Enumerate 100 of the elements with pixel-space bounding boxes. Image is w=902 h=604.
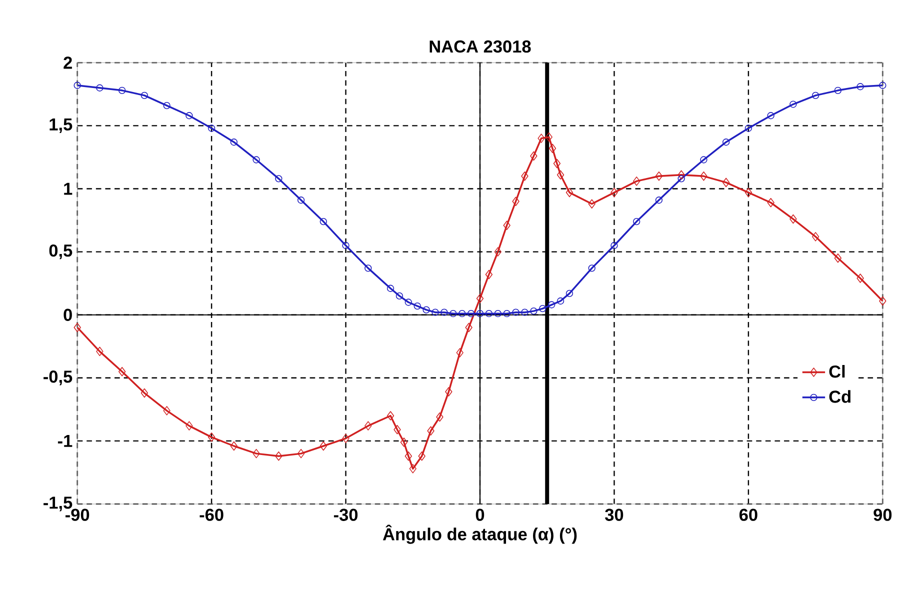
point <box>767 198 774 208</box>
point <box>118 366 126 376</box>
point <box>539 304 546 312</box>
point <box>427 426 434 436</box>
point <box>610 242 618 250</box>
point <box>465 322 472 332</box>
point <box>186 421 193 430</box>
y-tick-label: 1 <box>64 182 72 195</box>
x-axis-title: Ângulo de ataque (α) (°) <box>382 524 577 544</box>
point <box>458 310 466 318</box>
point <box>450 310 457 318</box>
x-tick-label: -60 <box>200 508 224 521</box>
point <box>476 310 484 318</box>
point <box>252 448 260 458</box>
point <box>364 421 372 430</box>
point <box>386 284 394 292</box>
point <box>530 307 538 315</box>
point <box>342 434 350 444</box>
point <box>96 346 104 356</box>
point <box>767 112 774 120</box>
point <box>140 388 148 398</box>
y-tick-label: 2 <box>64 56 72 69</box>
point <box>394 424 401 434</box>
point <box>494 247 502 256</box>
point <box>790 100 797 108</box>
point <box>364 264 372 272</box>
point <box>297 448 305 458</box>
point <box>678 170 685 180</box>
point <box>655 196 663 204</box>
point <box>485 310 493 318</box>
point <box>790 214 797 224</box>
point <box>512 308 520 316</box>
point <box>879 82 886 89</box>
point <box>494 310 502 318</box>
legend-label: Cd <box>829 390 850 403</box>
y-tick-label: 1,5 <box>50 118 72 133</box>
point <box>538 134 545 143</box>
point <box>404 451 412 461</box>
y-tick-label: -1 <box>58 435 72 447</box>
point <box>96 84 104 92</box>
point <box>422 306 430 314</box>
point <box>186 112 193 120</box>
point <box>163 102 170 110</box>
point <box>432 308 439 316</box>
point <box>521 172 528 181</box>
point <box>275 451 282 461</box>
point <box>556 297 564 305</box>
point <box>297 196 305 204</box>
x-tick-label: -30 <box>334 508 358 521</box>
point <box>530 151 538 161</box>
x-tick-label: 60 <box>739 508 758 521</box>
point <box>320 218 327 226</box>
point <box>566 290 574 298</box>
point <box>74 322 81 332</box>
point <box>678 175 685 182</box>
point <box>722 178 730 188</box>
point <box>74 82 81 89</box>
point <box>396 292 404 300</box>
point <box>404 298 412 306</box>
point <box>230 138 238 146</box>
point <box>445 387 452 396</box>
point <box>556 170 564 180</box>
point <box>163 406 170 416</box>
point <box>275 175 282 182</box>
point <box>418 451 426 461</box>
x-tick-label: 0 <box>476 508 484 521</box>
point <box>834 86 842 94</box>
point <box>879 296 886 306</box>
point <box>512 196 520 206</box>
point <box>700 172 708 181</box>
x-tick-label: 90 <box>874 508 892 521</box>
point <box>744 188 752 198</box>
point <box>342 242 350 250</box>
point <box>208 124 216 132</box>
point <box>566 188 574 198</box>
point <box>503 220 510 230</box>
point <box>553 158 561 168</box>
point <box>812 92 820 100</box>
point <box>521 308 528 316</box>
point <box>252 156 260 164</box>
point <box>548 301 556 308</box>
point <box>208 432 216 442</box>
point <box>856 274 864 283</box>
y-tick-label: 0 <box>64 308 72 321</box>
legend-label: Cl <box>829 365 845 378</box>
point <box>856 83 864 90</box>
x-tick-label: 30 <box>605 508 624 521</box>
point <box>610 188 618 198</box>
point <box>485 270 493 280</box>
point <box>812 232 820 242</box>
point <box>722 138 730 146</box>
y-tick-label: -0,5 <box>44 370 72 386</box>
point <box>744 124 752 132</box>
point <box>386 411 394 420</box>
point <box>545 132 552 142</box>
point <box>633 176 640 186</box>
point <box>456 348 464 358</box>
point <box>700 156 708 164</box>
point <box>400 438 408 447</box>
point <box>834 253 842 263</box>
